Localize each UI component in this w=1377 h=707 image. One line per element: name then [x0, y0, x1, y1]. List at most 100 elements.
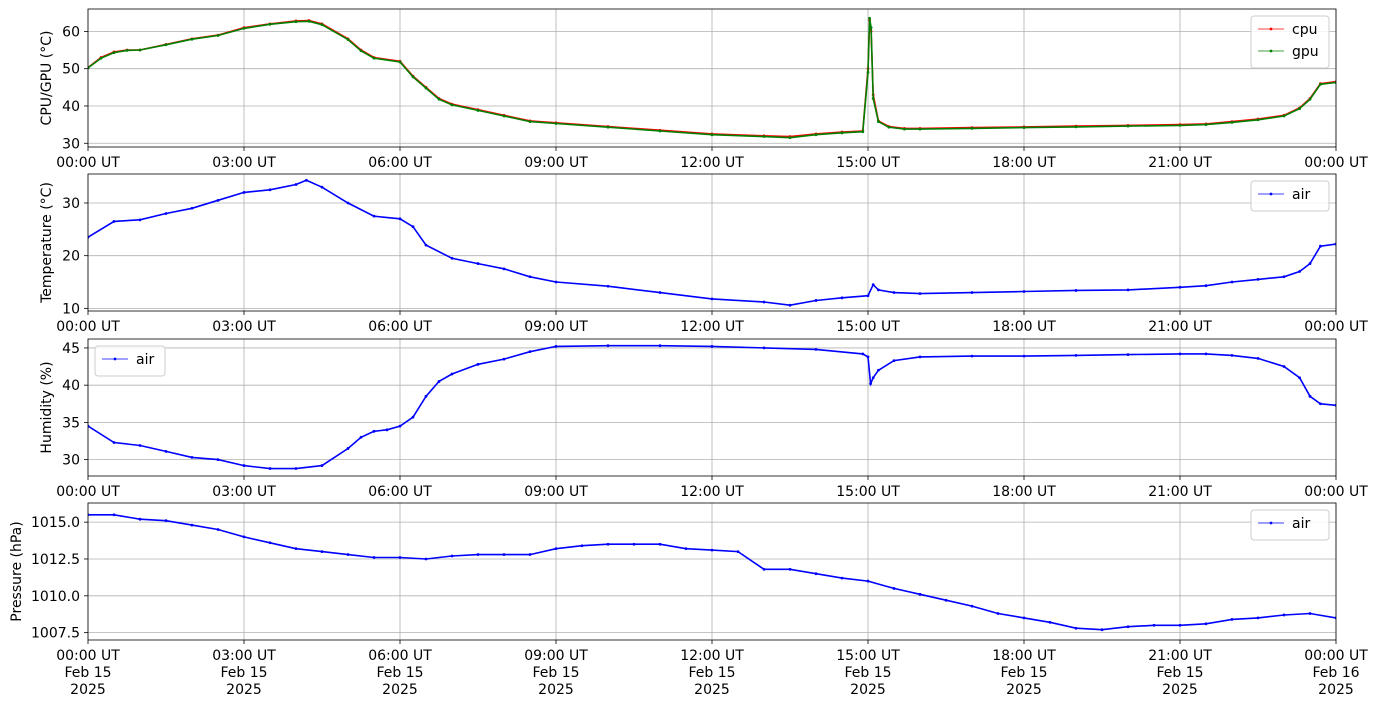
data-point-air: [268, 541, 272, 545]
legend-box: [1250, 509, 1330, 541]
x-tick-label: 00:00 UT: [1304, 484, 1368, 500]
panel-2: 00:00 UT 03:00 UT 06:00 UT 09:00 UT 12:00 UT…: [39, 173, 1368, 335]
data-point-air: [424, 394, 428, 398]
data-point-air: [346, 447, 350, 450]
legend-label-air: air: [1292, 516, 1310, 532]
data-point-air: [762, 346, 766, 350]
data-point-air: [138, 444, 142, 447]
data-point-gpu: [814, 133, 818, 137]
data-point-gpu: [861, 130, 865, 134]
data-point-air: [869, 382, 872, 386]
data-point-air: [996, 612, 1000, 615]
x-tick-label: 21:00 UT: [1148, 155, 1212, 171]
data-point-air: [1022, 354, 1026, 358]
data-point-gpu: [1178, 123, 1182, 127]
data-point-air: [710, 297, 714, 301]
x-tick-year-label: 2025: [850, 682, 886, 698]
data-point-air: [385, 428, 389, 432]
data-point-air: [268, 188, 272, 192]
data-point-air: [190, 206, 194, 210]
legend: air: [1250, 509, 1330, 541]
data-point-air: [398, 556, 402, 559]
data-point-air: [502, 553, 506, 556]
data-point-air: [1230, 280, 1234, 284]
data-point-gpu: [424, 86, 428, 90]
data-point-gpu: [554, 122, 558, 125]
data-point-gpu: [1298, 107, 1301, 110]
data-point-air: [1298, 376, 1301, 380]
x-tick-label: 03:00 UT: [212, 648, 276, 664]
data-point-air: [736, 550, 740, 554]
data-point-air: [1204, 352, 1208, 356]
data-point-air: [1022, 616, 1026, 620]
data-point-air: [1308, 612, 1312, 615]
data-point-gpu: [788, 136, 792, 140]
data-point-air: [1319, 402, 1322, 406]
data-point-air: [871, 283, 875, 287]
y-axis-label: Temperature (°C): [39, 182, 55, 304]
data-point-air: [580, 544, 584, 548]
data-point-air: [242, 535, 246, 539]
data-point-air: [164, 450, 168, 453]
y-tick-label: 45: [62, 341, 80, 357]
data-point-air: [424, 243, 428, 247]
data-point-air: [437, 380, 441, 383]
data-point-air: [138, 218, 142, 222]
data-point-air: [502, 267, 506, 271]
y-tick-label: 40: [62, 99, 80, 115]
data-point-air: [112, 513, 116, 517]
data-point-air: [1178, 285, 1182, 289]
data-point-gpu: [372, 56, 376, 60]
data-point-air: [1282, 275, 1286, 279]
data-point-air: [294, 467, 298, 470]
data-point-gpu: [1074, 125, 1078, 129]
x-tick-label: 09:00 UT: [524, 648, 588, 664]
data-point-air: [398, 217, 402, 221]
data-point-air: [1282, 365, 1286, 368]
x-tick-label: 18:00 UT: [992, 319, 1056, 335]
data-point-air: [684, 547, 688, 551]
x-tick-year-label: 2025: [382, 682, 418, 698]
data-point-air: [242, 464, 246, 467]
legend-marker-gpu: [1269, 49, 1273, 53]
data-point-air: [320, 550, 324, 554]
data-point-air: [1178, 623, 1182, 627]
series-line-gpu: [88, 18, 1336, 139]
data-point-gpu: [528, 120, 532, 124]
data-point-air: [242, 191, 246, 194]
data-point-gpu: [887, 125, 891, 129]
legend-label-cpu: cpu: [1292, 22, 1317, 38]
legend-marker-cpu: [1269, 27, 1273, 31]
legend: air: [1250, 180, 1330, 212]
data-point-air: [632, 542, 636, 546]
data-point-air: [658, 291, 662, 294]
data-point-air: [1204, 622, 1208, 626]
data-point-gpu: [868, 16, 871, 20]
legend-box: [1250, 180, 1330, 212]
data-point-air: [1126, 353, 1130, 357]
x-tick-label: 03:00 UT: [212, 484, 276, 500]
data-point-air: [1319, 244, 1322, 248]
data-point-gpu: [359, 49, 363, 53]
data-point-gpu: [658, 129, 662, 133]
data-point-air: [877, 368, 880, 372]
data-point-air: [1126, 625, 1130, 629]
data-point-air: [606, 284, 610, 288]
x-tick-label: 03:00 UT: [212, 155, 276, 171]
y-tick-label: 20: [62, 249, 80, 265]
data-point-gpu: [606, 125, 610, 129]
y-tick-label: 1015.0: [31, 515, 80, 531]
data-point-air: [554, 547, 558, 551]
data-point-air: [320, 464, 324, 467]
x-tick-label: 15:00 UT: [836, 484, 900, 500]
data-point-gpu: [866, 71, 870, 74]
x-tick-year-label: 2025: [70, 682, 106, 698]
y-tick-label: 35: [62, 415, 80, 431]
data-point-air: [1230, 617, 1234, 621]
data-point-air: [814, 572, 818, 576]
data-point-gpu: [1022, 126, 1026, 130]
data-point-gpu: [1282, 114, 1286, 118]
x-tick-label: 18:00 UT: [992, 155, 1056, 171]
x-tick-label: 00:00 UT: [56, 648, 120, 664]
y-tick-label: 10: [62, 301, 80, 317]
